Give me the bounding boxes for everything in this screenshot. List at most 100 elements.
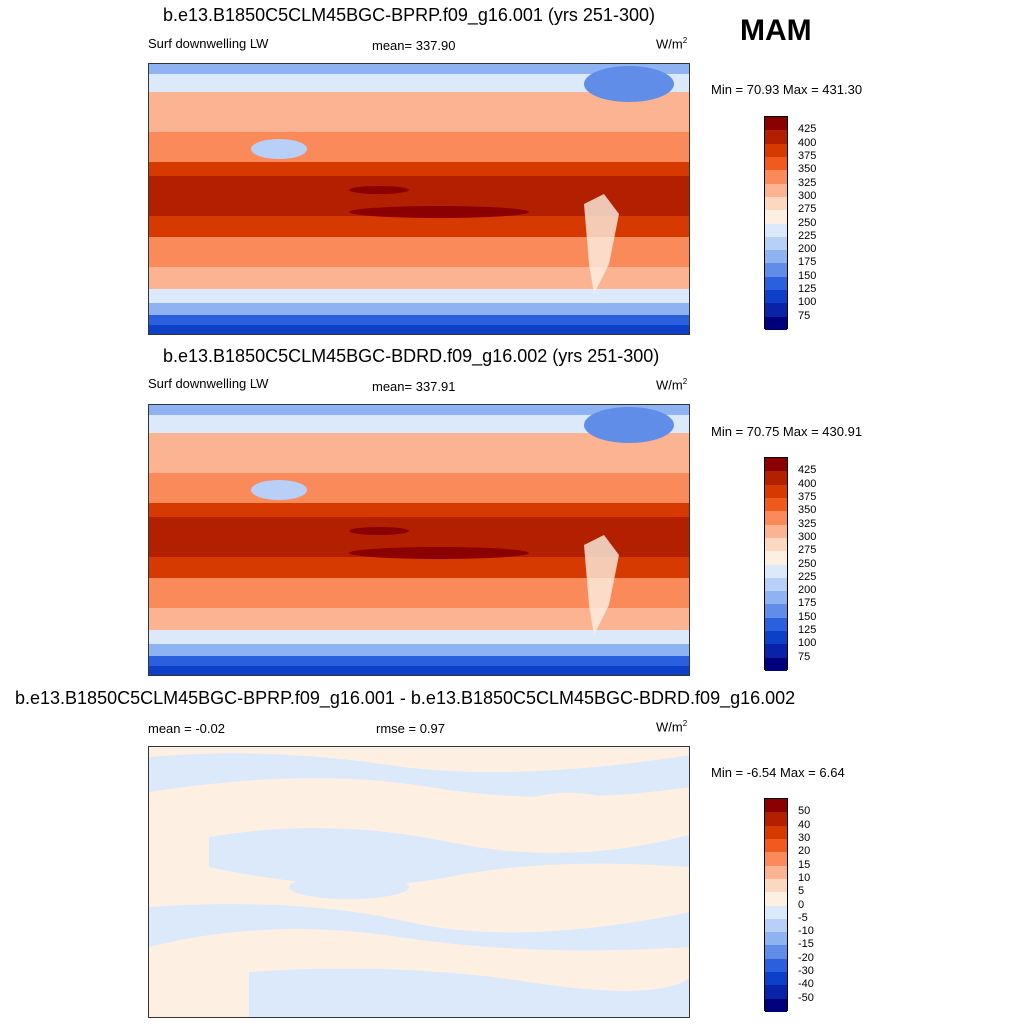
colorbar-tick-label: 0 (798, 898, 805, 911)
colorbar-swatch (765, 263, 787, 277)
colorbar-swatch (765, 458, 787, 472)
panel3-units: W/m2 (656, 719, 688, 735)
colorbar-tick-label: 75 (798, 650, 811, 663)
colorbar-tick-label: 425 (798, 464, 817, 477)
colorbar-swatch (765, 524, 787, 538)
colorbar-tick-label: 150 (798, 269, 817, 282)
panel1-colorbar (764, 116, 788, 330)
colorbar-swatch (765, 250, 787, 264)
panel1-minmax: Min = 70.93 Max = 431.30 (711, 82, 863, 97)
colorbar-tick-label: 40 (798, 818, 811, 831)
colorbar-swatch (765, 591, 787, 605)
colorbar-swatch (765, 143, 787, 157)
colorbar-swatch (765, 316, 787, 330)
colorbar-swatch (765, 223, 787, 237)
colorbar-tick-label: 275 (798, 544, 817, 557)
colorbar-swatch (765, 290, 787, 304)
colorbar-swatch (765, 497, 787, 512)
panel3-rmse: rmse = 0.97 (376, 721, 446, 736)
colorbar-tick-label: 200 (798, 584, 817, 597)
colorbar-tick-label: -5 (798, 911, 808, 924)
colorbar-tick-label: 175 (798, 256, 817, 269)
panel1-mean: mean= 337.90 (372, 38, 456, 53)
colorbar-swatch (765, 972, 787, 986)
colorbar-tick-label: 50 (798, 805, 811, 818)
colorbar-tick-label: 375 (798, 149, 817, 162)
colorbar-tick-label: 20 (798, 845, 811, 858)
colorbar-swatch (765, 183, 787, 197)
colorbar-tick-label: 75 (798, 309, 811, 322)
colorbar-swatch (765, 471, 787, 485)
colorbar-swatch (765, 945, 787, 959)
colorbar-swatch (765, 156, 787, 171)
colorbar-tick-label: 175 (798, 597, 817, 610)
colorbar-tick-label: -20 (798, 951, 814, 964)
colorbar-tick-label: -30 (798, 965, 814, 978)
colorbar-swatch (765, 551, 787, 565)
colorbar-swatch (765, 210, 787, 224)
colorbar-swatch (765, 905, 787, 919)
colorbar-tick-label: 10 (798, 871, 811, 884)
colorbar-tick-label: 125 (798, 283, 817, 296)
colorbar-tick-label: 400 (798, 136, 817, 149)
panel2-variable: Surf downwelling LW (148, 376, 269, 391)
colorbar-tick-label: 400 (798, 477, 817, 490)
colorbar-tick-label: 200 (798, 243, 817, 256)
colorbar-swatch (765, 644, 787, 658)
colorbar-swatch (765, 564, 787, 578)
colorbar-swatch (765, 303, 787, 317)
season-label: MAM (740, 14, 812, 47)
colorbar-swatch (765, 604, 787, 618)
colorbar-tick-label: 350 (798, 163, 817, 176)
panel3-title: b.e13.B1850C5CLM45BGC-BPRP.f09_g16.001 -… (15, 688, 796, 708)
colorbar-tick-label: 325 (798, 517, 817, 530)
colorbar-swatch (765, 865, 787, 879)
panel1-map (148, 63, 690, 335)
colorbar-swatch (765, 130, 787, 144)
panel2-colorbar (764, 457, 788, 671)
colorbar-swatch (765, 878, 787, 893)
panel1-title: b.e13.B1850C5CLM45BGC-BPRP.f09_g16.001 (… (163, 5, 655, 25)
colorbar-swatch (765, 631, 787, 645)
colorbar-tick-label: -50 (798, 991, 814, 1004)
colorbar-tick-label: 150 (798, 610, 817, 623)
panel3-minmax: Min = -6.54 Max = 6.64 (711, 765, 845, 780)
colorbar-tick-label: 375 (798, 490, 817, 503)
colorbar-tick-label: -10 (798, 925, 814, 938)
panel1-units: W/m2 (656, 36, 688, 52)
colorbar-swatch (765, 577, 787, 592)
colorbar-swatch (765, 170, 787, 184)
colorbar-swatch (765, 852, 787, 866)
colorbar-tick-label: 125 (798, 624, 817, 637)
colorbar-tick-label: 15 (798, 858, 811, 871)
colorbar-tick-label: 350 (798, 504, 817, 517)
panel2-title: b.e13.B1850C5CLM45BGC-BDRD.f09_g16.002 (… (163, 346, 660, 366)
colorbar-tick-label: 275 (798, 203, 817, 216)
colorbar-tick-label: 425 (798, 123, 817, 136)
colorbar-tick-label: 100 (798, 637, 817, 650)
panel3-mean: mean = -0.02 (148, 721, 225, 736)
colorbar-tick-label: 30 (798, 831, 811, 844)
colorbar-tick-label: 5 (798, 885, 805, 898)
panel3-colorbar (764, 798, 788, 1012)
colorbar-swatch (765, 537, 787, 552)
colorbar-tick-label: -40 (798, 978, 814, 991)
colorbar-swatch (765, 812, 787, 826)
colorbar-swatch (765, 276, 787, 291)
colorbar-swatch (765, 985, 787, 999)
colorbar-tick-label: 100 (798, 296, 817, 309)
colorbar-swatch (765, 958, 787, 973)
panel2-units: W/m2 (656, 377, 688, 393)
panel2-minmax: Min = 70.75 Max = 430.91 (711, 424, 863, 439)
colorbar-swatch (765, 196, 787, 211)
colorbar-swatch (765, 838, 787, 853)
colorbar-tick-label: 225 (798, 229, 817, 242)
colorbar-swatch (765, 657, 787, 671)
colorbar-swatch (765, 511, 787, 525)
colorbar-swatch (765, 617, 787, 632)
colorbar-swatch (765, 825, 787, 839)
colorbar-swatch (765, 799, 787, 813)
colorbar-swatch (765, 998, 787, 1012)
colorbar-tick-label: -15 (798, 938, 814, 951)
colorbar-tick-label: 300 (798, 530, 817, 543)
